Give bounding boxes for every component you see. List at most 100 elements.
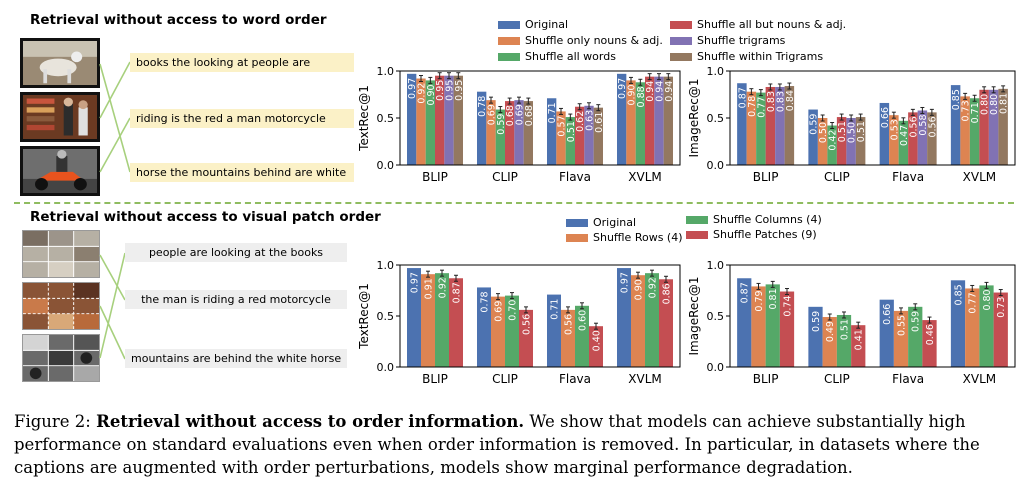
bar [495, 109, 505, 165]
data-label: 0.80 [982, 289, 993, 310]
x-tick-label: Flava [892, 170, 924, 184]
x-tick-label: BLIP [422, 170, 448, 184]
data-label: 0.83 [775, 91, 786, 112]
bar [836, 117, 847, 165]
data-label: 0.90 [627, 84, 638, 105]
legend-item: Shuffle only nouns & adj. [498, 34, 663, 47]
x-tick-label: Flava [559, 372, 591, 386]
bar [565, 117, 575, 165]
x-tick-label: Flava [559, 170, 591, 184]
top-section-title: Retrieval without access to word order [30, 12, 327, 28]
bar [645, 273, 659, 367]
x-tick-label: Flava [892, 372, 924, 386]
data-label: 0.63 [585, 110, 596, 131]
bar [593, 107, 603, 165]
chart-top-imagerec: ImageRec@10.00.51.00.870.780.770.830.830… [687, 65, 1016, 184]
bar [969, 98, 980, 165]
legend-item: Shuffle within Trigrams [670, 50, 823, 63]
x-tick-label: BLIP [422, 372, 448, 386]
x-tick-label: XVLM [628, 372, 661, 386]
bar [491, 296, 505, 367]
legend-swatch [670, 52, 692, 61]
legend-item: Shuffle Patches (9) [686, 228, 817, 241]
bar [444, 75, 454, 165]
bar [421, 274, 435, 367]
data-label: 0.56 [927, 116, 938, 137]
data-label: 0.91 [424, 278, 435, 299]
bar [486, 100, 496, 165]
bar [908, 306, 923, 367]
data-label: 0.40 [592, 330, 603, 351]
bar [775, 86, 785, 165]
bar [998, 88, 1008, 165]
bar [855, 117, 866, 165]
bar [979, 285, 994, 367]
top-caption-2: riding is the red a man motorcycle [130, 109, 354, 128]
data-label: 0.59 [911, 311, 922, 332]
bottom-caption-3: mountains are behind the white horse [125, 349, 347, 368]
y-tick-label: 1.0 [707, 259, 725, 272]
bar [827, 125, 837, 165]
data-label: 0.92 [438, 277, 449, 298]
data-label: 0.53 [889, 119, 900, 140]
thumbnail-books [20, 92, 100, 142]
plot-frame [729, 70, 1016, 166]
x-tick-label: BLIP [753, 372, 779, 386]
y-tick-label: 1.0 [377, 65, 395, 78]
thumbnail-shuffled-motorcycle [22, 282, 100, 330]
bar [879, 102, 890, 165]
data-label: 0.68 [505, 105, 516, 126]
bar [950, 85, 961, 165]
data-label: 0.95 [445, 80, 456, 101]
bar [575, 106, 585, 165]
data-label: 0.79 [754, 290, 765, 311]
bar [477, 91, 487, 165]
chart-bottom-textrec: TextRec@10.00.51.00.97 0.91 0.92 0.87BLIP0.… [357, 259, 681, 386]
bar [514, 100, 524, 165]
bar [779, 291, 795, 367]
bar [879, 299, 894, 367]
data-label: 0.92 [648, 277, 659, 298]
caption-text: We show that models can achieve substant… [14, 412, 980, 477]
legend-swatch [498, 52, 520, 61]
bar [631, 275, 645, 367]
bar [453, 75, 463, 165]
bar [765, 284, 780, 367]
x-tick-label: BLIP [753, 170, 779, 184]
bar [950, 280, 966, 367]
top-caption-3: horse the mountains behind are white [130, 163, 354, 182]
data-label: 0.51 [566, 121, 577, 142]
x-tick-label: XVLM [963, 372, 996, 386]
bar [836, 314, 852, 367]
bar [547, 294, 561, 367]
legend-item: Shuffle Columns (4) [686, 213, 822, 226]
data-label: 0.97 [407, 78, 418, 99]
bar [435, 75, 445, 165]
caption-lead: Retrieval without access to order inform… [96, 412, 525, 431]
y-tick-label: 0.5 [707, 310, 725, 323]
legend-item: Original [566, 216, 636, 229]
y-tick-label: 0.0 [707, 159, 725, 172]
top-connector-lines [99, 61, 131, 173]
legend-swatch [566, 233, 588, 242]
bar [922, 320, 937, 367]
legend-item: Shuffle trigrams [670, 34, 785, 47]
data-label: 0.71 [970, 102, 981, 123]
bar [808, 109, 818, 165]
chart-top-textrec: TextRec@10.00.51.00.970.920.900.950.950.… [357, 65, 681, 184]
bar [556, 111, 566, 165]
legend-label: Original [525, 18, 569, 31]
data-label: 0.90 [634, 279, 645, 300]
data-label: 0.74 [783, 296, 794, 317]
bar [589, 326, 603, 367]
x-tick-label: CLIP [824, 372, 850, 386]
legend-item: Shuffle all words [498, 50, 616, 63]
data-label: 0.95 [435, 80, 446, 101]
y-tick-label: 0.5 [707, 112, 725, 125]
y-axis-label: TextRec@1 [357, 85, 371, 152]
data-label: 0.88 [636, 86, 647, 107]
data-label: 0.71 [547, 102, 558, 123]
top-caption-1: books the looking at people are [130, 53, 354, 72]
data-label: 0.78 [480, 291, 491, 312]
bar [477, 287, 491, 367]
